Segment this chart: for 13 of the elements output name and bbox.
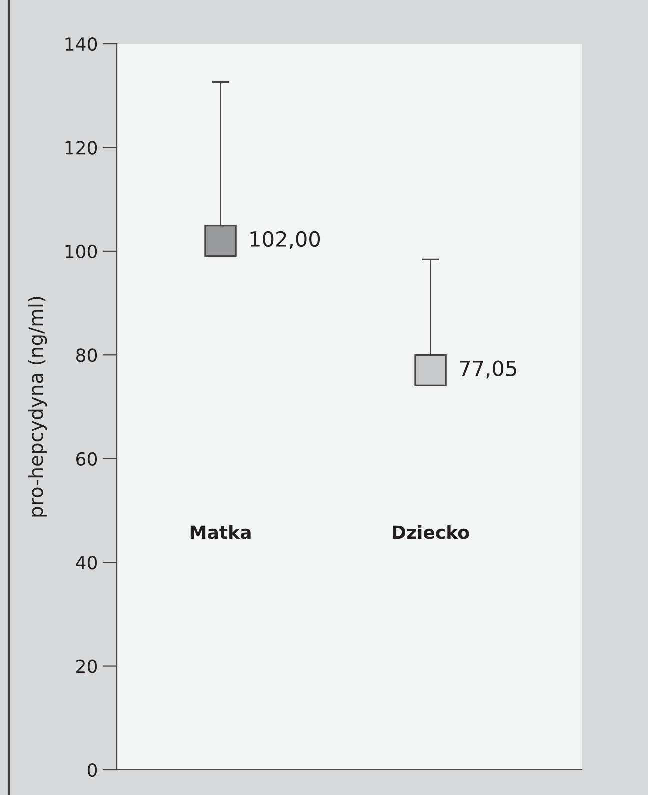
y-tick-label: 140 [66,37,98,52]
x-tick-label: Dziecko [393,525,470,540]
y-tick-label: 20 [76,660,98,674]
y-tick-label: 80 [76,348,98,362]
data-label: 77,05 [460,360,516,379]
y-tick-label: 120 [66,141,98,155]
y-axis-title: pro-hepcydyna (ng/ml) [28,297,48,517]
y-tick-label: 100 [66,244,98,259]
y-tick-label: 0 [88,763,98,778]
x-tick-label: Matka [190,525,251,540]
y-tick-label: 60 [76,452,98,466]
data-label: 102,00 [250,231,320,250]
y-tick-label: 40 [76,556,98,570]
